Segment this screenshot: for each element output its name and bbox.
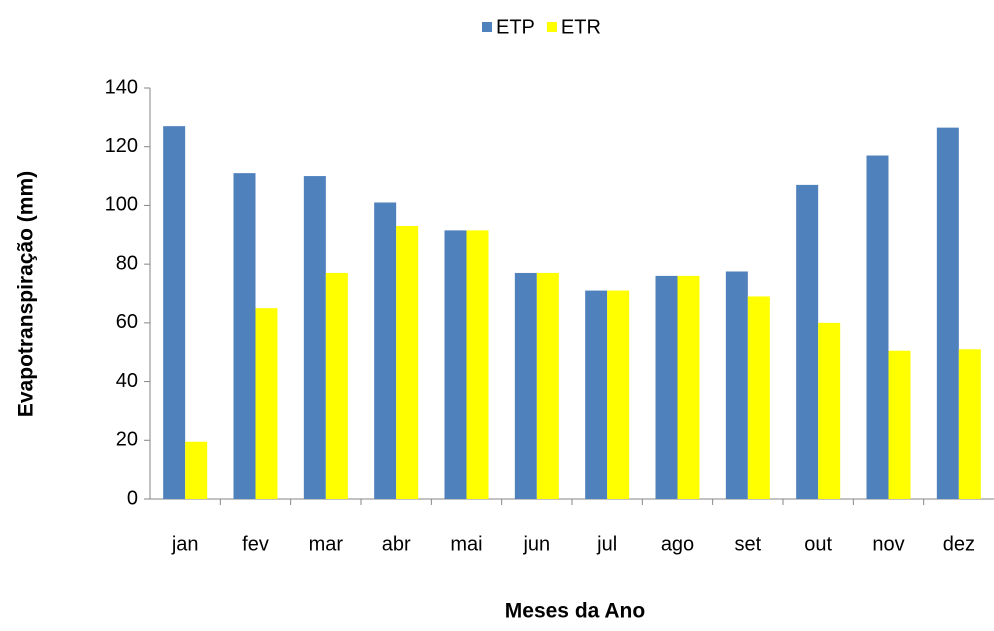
bar <box>958 349 981 499</box>
bar <box>536 272 559 499</box>
legend-label: ETP <box>496 16 535 38</box>
x-tick-label: fev <box>242 533 269 555</box>
y-tick-label: 40 <box>116 370 138 392</box>
x-tick-label: nov <box>872 533 904 555</box>
x-tick-label: abr <box>382 533 411 555</box>
bar <box>818 322 841 499</box>
y-tick-label: 100 <box>105 194 138 216</box>
x-tick-label: mar <box>309 533 344 555</box>
bar <box>936 127 959 499</box>
bar <box>514 272 537 499</box>
legend-swatch <box>546 22 557 32</box>
legend-label: ETR <box>561 16 601 38</box>
bar <box>725 271 748 499</box>
y-tick-label: 120 <box>105 135 138 157</box>
bar <box>374 202 397 499</box>
bar <box>655 275 678 499</box>
y-tick-label: 80 <box>116 252 138 274</box>
x-tick-label: mai <box>450 533 482 555</box>
legend-swatch <box>482 22 492 32</box>
y-tick-label: 20 <box>116 429 138 451</box>
y-axis-title: Evapotranspiração (mm) <box>15 171 38 417</box>
bar <box>747 296 770 499</box>
bar <box>866 155 889 499</box>
bar <box>607 290 630 499</box>
bar <box>888 350 911 499</box>
bar <box>185 441 208 499</box>
bar <box>466 230 489 499</box>
bar <box>677 275 700 499</box>
bar <box>796 184 819 499</box>
bar <box>255 308 278 499</box>
y-tick-label: 60 <box>116 311 138 333</box>
x-tick-label: jan <box>171 533 199 555</box>
x-tick-label: jun <box>522 533 550 555</box>
x-axis-title: Meses da Ano <box>505 600 645 623</box>
bar <box>303 176 326 500</box>
bar <box>163 126 186 500</box>
x-tick-label: set <box>734 533 761 555</box>
bar <box>233 173 256 499</box>
x-tick-label: ago <box>661 533 694 555</box>
bar <box>585 290 608 499</box>
x-tick-label: out <box>804 533 832 555</box>
bar <box>444 230 467 499</box>
y-tick-label: 0 <box>127 487 138 509</box>
x-tick-label: jul <box>596 533 617 555</box>
y-tick-label: 140 <box>105 76 138 98</box>
bar <box>396 225 419 499</box>
bar <box>325 272 348 499</box>
x-tick-label: dez <box>943 533 975 555</box>
